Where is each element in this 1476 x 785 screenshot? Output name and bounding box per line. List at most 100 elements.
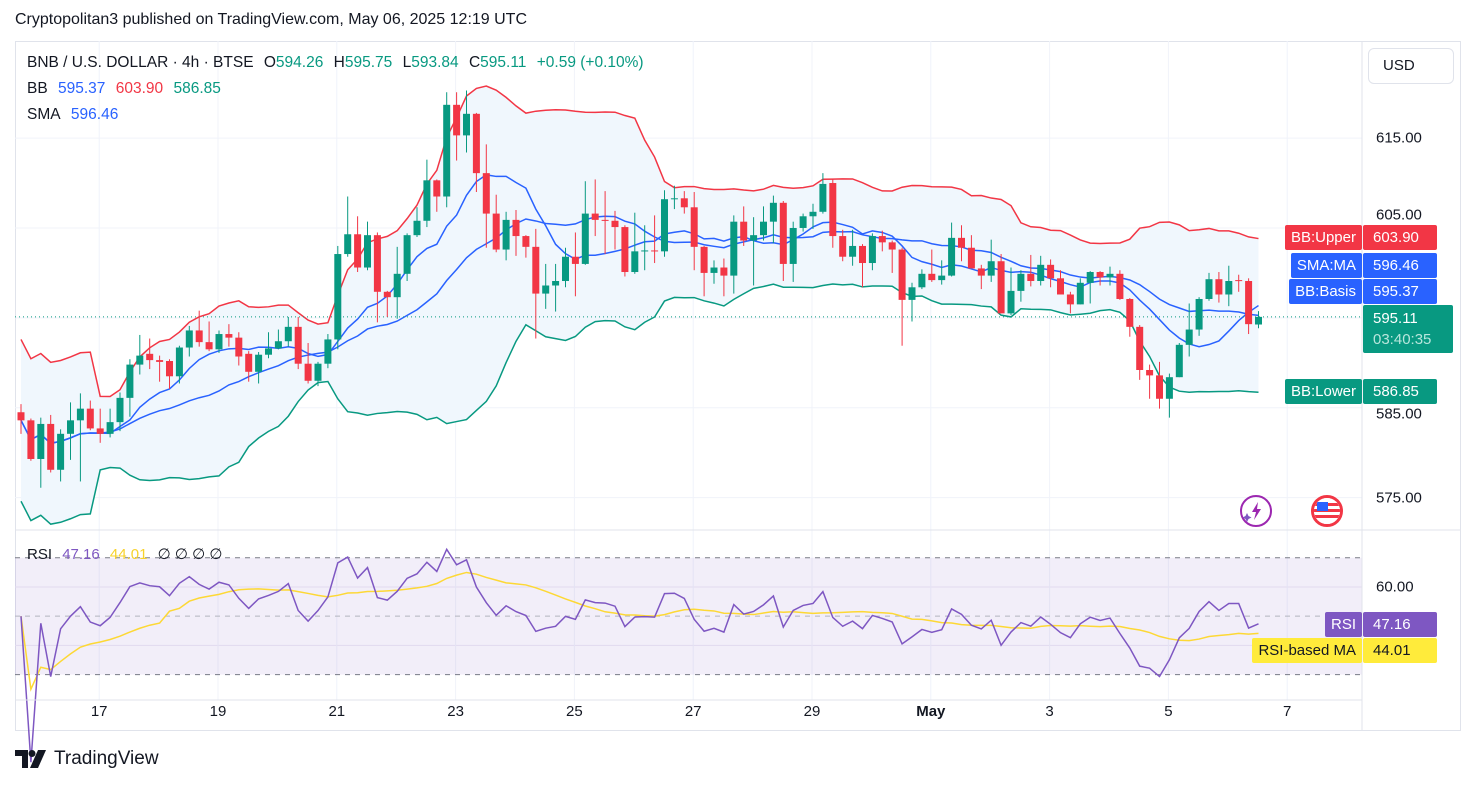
candle — [849, 229, 857, 266]
candle-body — [225, 334, 233, 338]
open-label: O — [263, 54, 276, 71]
candle-body — [274, 341, 282, 349]
current-price-value: 595.11 — [1373, 309, 1418, 327]
candle — [641, 225, 649, 271]
candle-body — [750, 235, 758, 241]
candle-body — [76, 408, 84, 421]
candle-body — [611, 220, 619, 228]
candle-body — [769, 202, 777, 222]
close-label: C — [468, 54, 481, 71]
candle — [67, 402, 74, 460]
candle — [522, 235, 530, 258]
candle-body — [1096, 272, 1104, 278]
candle-body — [1017, 273, 1025, 291]
candle — [1225, 265, 1233, 307]
candle-body — [215, 334, 223, 350]
symbol-legend: BNB / U.S. DOLLAR · 4h · BTSE O594.26 H5… — [27, 54, 650, 72]
candle — [364, 221, 371, 271]
candle-body — [383, 291, 391, 298]
time-tick-label: May — [916, 703, 946, 720]
candle — [839, 229, 847, 262]
candle — [1057, 270, 1064, 295]
candle-body — [1047, 264, 1055, 279]
bb-legend[interactable]: BB 595.37 603.90 586.85 — [27, 80, 227, 98]
candle — [205, 321, 213, 352]
candle-body — [354, 234, 362, 268]
candle — [86, 400, 94, 431]
time-tick-label: 21 — [328, 703, 346, 720]
open-value: 594.26 — [275, 54, 324, 71]
price-tick-label: 575.00 — [1376, 489, 1422, 507]
currency-button[interactable]: USD — [1368, 48, 1454, 84]
candle — [670, 185, 678, 210]
lightning-sparkle-icon[interactable] — [1240, 495, 1272, 527]
candle-body — [977, 268, 985, 276]
candle — [1146, 364, 1154, 399]
candle-body — [284, 326, 292, 342]
candle-body — [1136, 326, 1144, 370]
candle-body — [17, 412, 25, 421]
candle-body — [334, 254, 342, 340]
candle — [344, 196, 352, 257]
sma-legend[interactable]: SMA 596.46 — [27, 106, 124, 124]
time-tick-label: 25 — [566, 703, 583, 720]
candle-body — [37, 423, 45, 459]
us-flag-icon[interactable] — [1311, 495, 1343, 527]
candle-body — [116, 397, 124, 423]
candle-body — [156, 360, 164, 362]
time-tick-label: 17 — [90, 703, 108, 720]
candle — [819, 173, 827, 214]
candle-body — [106, 422, 114, 434]
bb-lower-tag-value: 586.85 — [1363, 378, 1437, 404]
high-label: H — [333, 54, 345, 71]
candle-body — [1175, 344, 1183, 378]
candle-body — [492, 213, 500, 250]
tradingview-logo[interactable]: TradingView — [15, 748, 159, 770]
candle — [779, 201, 787, 282]
candle — [997, 254, 1005, 314]
candle — [700, 245, 708, 297]
high-value: 595.75 — [344, 54, 393, 71]
candle-body — [294, 326, 302, 364]
candle-body — [463, 113, 470, 136]
candle-body — [680, 198, 688, 208]
rsi-ma-tag-value: 44.01 — [1363, 637, 1437, 663]
rsi-legend[interactable]: RSI 47.16 44.01 ∅ ∅ ∅ ∅ — [27, 545, 228, 563]
candle-body — [86, 408, 94, 429]
candle — [710, 260, 718, 284]
candle — [1037, 255, 1045, 286]
candle — [1116, 270, 1124, 300]
candle — [562, 247, 569, 288]
candle — [1205, 272, 1213, 301]
bb-upper-line — [20, 85, 1259, 398]
candle-body — [1007, 290, 1015, 314]
candle — [661, 190, 668, 257]
candle — [443, 92, 451, 208]
sma-line — [20, 174, 1259, 445]
candle — [1066, 291, 1074, 314]
candle — [482, 144, 490, 248]
candles — [17, 90, 1262, 488]
candle — [255, 352, 263, 384]
candle — [27, 418, 35, 461]
candle-body — [185, 330, 193, 348]
candle-body — [393, 273, 401, 298]
candle-body — [443, 104, 451, 197]
rsi-ma-value: 44.01 — [109, 546, 148, 563]
candle-body — [27, 420, 35, 459]
candle — [1235, 274, 1243, 292]
candle-body — [403, 235, 411, 274]
candle-body — [1215, 279, 1223, 295]
candle — [809, 203, 817, 229]
candle — [987, 239, 995, 282]
candle-body — [453, 104, 461, 136]
candle — [403, 233, 411, 282]
time-tick-label: 3 — [1045, 703, 1054, 720]
bollinger-bands — [15, 85, 1362, 525]
candle — [591, 179, 599, 237]
candle — [512, 209, 520, 256]
candle — [948, 222, 956, 277]
candle — [958, 225, 965, 262]
candle-body — [591, 213, 599, 220]
